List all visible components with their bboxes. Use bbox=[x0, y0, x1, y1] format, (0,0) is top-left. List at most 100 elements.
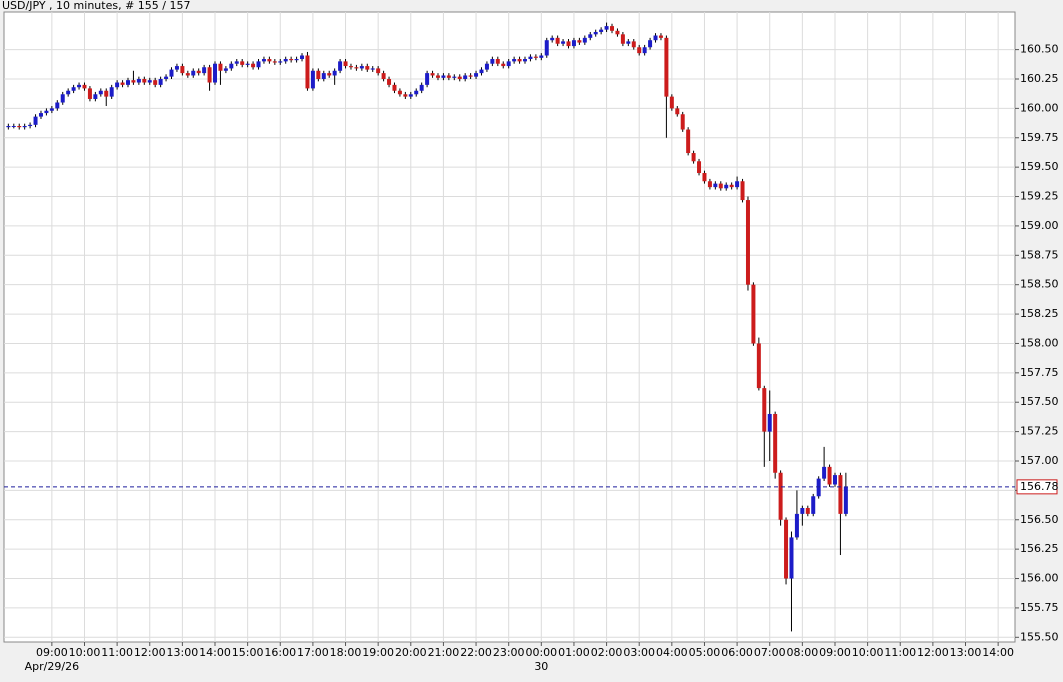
candle-body bbox=[838, 475, 843, 514]
candle-body bbox=[359, 66, 364, 69]
candle-body bbox=[468, 75, 473, 77]
candle-body bbox=[811, 496, 816, 514]
candle-body bbox=[310, 70, 315, 89]
x-tick-label: 10:00 bbox=[852, 646, 884, 659]
candle-body bbox=[517, 59, 522, 62]
candle-body bbox=[686, 129, 691, 154]
candle-body bbox=[446, 75, 451, 78]
candle-body bbox=[387, 78, 392, 85]
candle-body bbox=[191, 70, 196, 76]
y-tick-label: 158.25 bbox=[1020, 307, 1059, 320]
x-tick-label: 13:00 bbox=[167, 646, 199, 659]
candle-body bbox=[566, 41, 571, 47]
y-tick-label: 156.00 bbox=[1020, 572, 1059, 585]
candle-body bbox=[599, 29, 604, 32]
candle-body bbox=[642, 47, 647, 54]
candle-body bbox=[539, 55, 544, 58]
chart-title: USD/JPY , 10 minutes, # 155 / 157 bbox=[2, 0, 190, 12]
candle-body bbox=[397, 90, 402, 95]
candle-body bbox=[120, 82, 125, 85]
y-tick-label: 158.50 bbox=[1020, 278, 1059, 291]
candle-body bbox=[414, 90, 419, 95]
candle-body bbox=[256, 61, 261, 68]
candle-body bbox=[735, 181, 740, 188]
price-label: 156.78 bbox=[1020, 480, 1059, 493]
candle-body bbox=[261, 59, 266, 62]
candle-body bbox=[22, 126, 27, 128]
x-tick-label: 02:00 bbox=[591, 646, 623, 659]
candle-body bbox=[240, 61, 245, 65]
candle-body bbox=[131, 80, 136, 83]
candle-body bbox=[604, 26, 609, 30]
candle-body bbox=[169, 69, 174, 77]
candle-body bbox=[82, 84, 87, 89]
x-tick-label: 03:00 bbox=[623, 646, 655, 659]
candle-body bbox=[294, 59, 299, 61]
y-tick-label: 158.00 bbox=[1020, 336, 1059, 349]
candle-body bbox=[104, 90, 109, 97]
candle-body bbox=[60, 94, 65, 103]
x-tick-label: 08:00 bbox=[787, 646, 819, 659]
candle-body bbox=[506, 61, 511, 67]
candle-body bbox=[234, 61, 239, 64]
candle-body bbox=[680, 114, 685, 130]
y-tick-label: 159.75 bbox=[1020, 131, 1059, 144]
candle-body bbox=[300, 55, 305, 60]
y-tick-label: 155.75 bbox=[1020, 601, 1059, 614]
candle-body bbox=[664, 37, 669, 97]
candle-body bbox=[115, 82, 120, 88]
x-tick-label: 19:00 bbox=[362, 646, 394, 659]
candle-body bbox=[778, 472, 783, 520]
candle-body bbox=[272, 61, 277, 63]
candle-body bbox=[479, 69, 484, 74]
candle-body bbox=[490, 59, 495, 64]
candle-body bbox=[544, 40, 549, 56]
candle-body bbox=[348, 66, 353, 68]
candle-body bbox=[522, 59, 527, 62]
x-tick-label: 00:00 bbox=[525, 646, 557, 659]
candle-body bbox=[533, 56, 538, 58]
candle-body bbox=[93, 94, 98, 99]
candle-body bbox=[332, 70, 337, 76]
x-tick-label: 11:00 bbox=[101, 646, 133, 659]
candle-body bbox=[561, 41, 566, 44]
candle-body bbox=[756, 343, 761, 389]
y-tick-label: 156.50 bbox=[1020, 513, 1059, 526]
candle-body bbox=[452, 76, 457, 78]
candle-body bbox=[71, 87, 76, 91]
candle-body bbox=[381, 73, 386, 79]
y-tick-label: 159.50 bbox=[1020, 160, 1059, 173]
y-tick-label: 157.00 bbox=[1020, 454, 1059, 467]
candle-body bbox=[11, 126, 16, 128]
candle-body bbox=[805, 508, 810, 514]
candle-body bbox=[718, 183, 723, 189]
candle-body bbox=[392, 84, 397, 91]
candle-body bbox=[376, 68, 381, 74]
candle-body bbox=[425, 73, 430, 85]
candle-body bbox=[697, 161, 702, 174]
x-tick-label: 10:00 bbox=[69, 646, 101, 659]
candle-body bbox=[762, 388, 767, 432]
candle-body bbox=[474, 73, 479, 77]
x-tick-label: 04:00 bbox=[656, 646, 688, 659]
candle-body bbox=[658, 35, 663, 38]
x-tick-label: 12:00 bbox=[134, 646, 166, 659]
candle-body bbox=[109, 87, 114, 97]
candle-body bbox=[794, 513, 799, 538]
candle-body bbox=[218, 63, 223, 71]
candle-body bbox=[577, 40, 582, 43]
candle-body bbox=[648, 40, 653, 48]
candle-body bbox=[528, 56, 533, 60]
candle-body bbox=[223, 68, 228, 71]
candle-body bbox=[164, 76, 169, 79]
candle-body bbox=[49, 108, 54, 111]
x-tick-label: 20:00 bbox=[395, 646, 427, 659]
y-tick-label: 157.75 bbox=[1020, 366, 1059, 379]
candle-body bbox=[816, 478, 821, 497]
candle-body bbox=[245, 63, 250, 65]
candle-body bbox=[305, 55, 310, 89]
candle-body bbox=[729, 184, 734, 188]
candle-body bbox=[435, 75, 440, 78]
candle-body bbox=[55, 102, 60, 109]
